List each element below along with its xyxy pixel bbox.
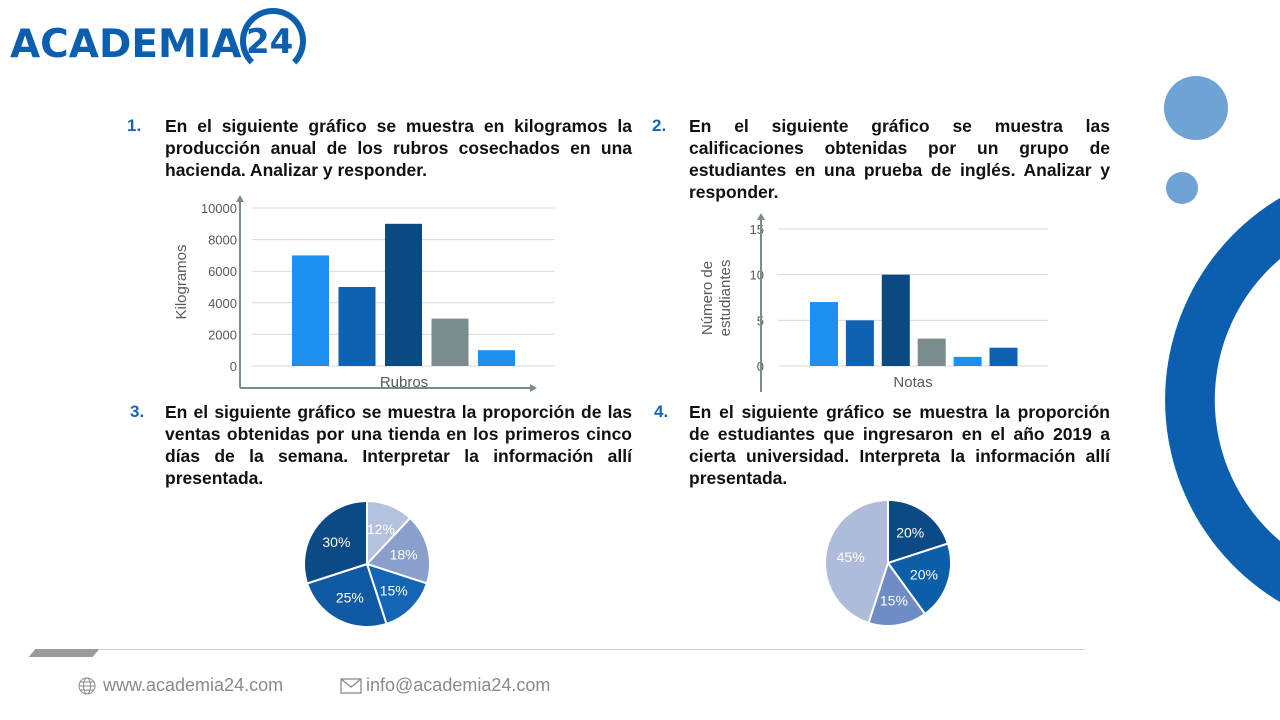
question-1-text: En el siguiente gráfico se muestra en ki… <box>165 116 632 180</box>
y-axis-arrow-icon <box>757 213 765 220</box>
question-2-number: 2. <box>652 116 667 135</box>
pie-slice <box>886 542 952 616</box>
question-4-number: 4. <box>654 402 669 421</box>
pie-slice <box>365 516 431 585</box>
globe-icon <box>78 677 96 695</box>
x-axis-arrow-icon <box>530 384 537 392</box>
pie-slice-label: 20% <box>896 524 924 540</box>
footer-accent <box>28 649 100 657</box>
pie-slice-label: 20% <box>910 567 938 583</box>
logo-text: ACADEMIA <box>10 22 242 67</box>
pie-slice-label: 30% <box>322 534 350 550</box>
mail-icon <box>340 678 362 694</box>
bar <box>431 318 469 366</box>
x-axis-label: Rubros <box>380 374 428 391</box>
footer-email-link[interactable]: info@academia24.com <box>366 675 551 695</box>
decor-ring <box>1165 198 1280 602</box>
y-tick-label: 0 <box>230 359 237 374</box>
pie-slice <box>305 562 388 628</box>
pie-slice <box>887 498 950 565</box>
question-3-text: En el siguiente gráfico se muestra la pr… <box>165 402 632 488</box>
x-axis-label: Notas <box>893 374 932 391</box>
bar <box>292 255 329 366</box>
bar <box>989 347 1018 366</box>
pie-slice-label: 25% <box>336 590 364 606</box>
footer-divider <box>100 649 1085 650</box>
question-3-number: 3. <box>130 402 145 421</box>
pie-slice-label: 18% <box>390 547 418 563</box>
bar <box>338 287 376 366</box>
pie-slice <box>303 499 368 585</box>
bar <box>478 350 515 366</box>
pie-slice-label: 15% <box>880 592 908 608</box>
y-axis-label: Kilogramos <box>173 244 190 319</box>
decor-circle-large <box>1164 76 1228 140</box>
y-tick-label: 4000 <box>208 296 237 311</box>
y-tick-label: 2000 <box>208 327 237 342</box>
pie-slice <box>824 498 889 625</box>
y-axis-label: Número deestudiantes <box>699 260 734 337</box>
y-axis-arrow-icon <box>236 195 244 202</box>
y-tick-label: 10000 <box>201 201 237 216</box>
bar <box>845 320 874 366</box>
logo-number: 24 <box>246 22 294 62</box>
bar <box>810 302 838 366</box>
bar <box>881 274 910 366</box>
question-2-text: En el siguiente gráfico se muestra las c… <box>689 116 1110 202</box>
bar <box>917 338 946 366</box>
pie-slice-label: 12% <box>367 521 395 537</box>
decor-circle-small <box>1166 172 1198 204</box>
question-4-text: En el siguiente gráfico se muestra la pr… <box>689 402 1110 488</box>
bar <box>385 223 422 366</box>
footer-website-link[interactable]: www.academia24.com <box>103 675 284 695</box>
pie-slice-label: 15% <box>380 583 408 599</box>
charts-canvas: 0200040006000800010000RubrosKilogramos05… <box>173 195 1048 628</box>
bar <box>953 356 982 366</box>
y-tick-label: 6000 <box>208 264 237 279</box>
pie-slice <box>867 560 927 627</box>
logo-ring-icon <box>240 8 306 74</box>
pie-slice-label: 45% <box>837 549 865 565</box>
y-tick-label: 8000 <box>208 233 237 248</box>
question-1-number: 1. <box>127 116 142 135</box>
